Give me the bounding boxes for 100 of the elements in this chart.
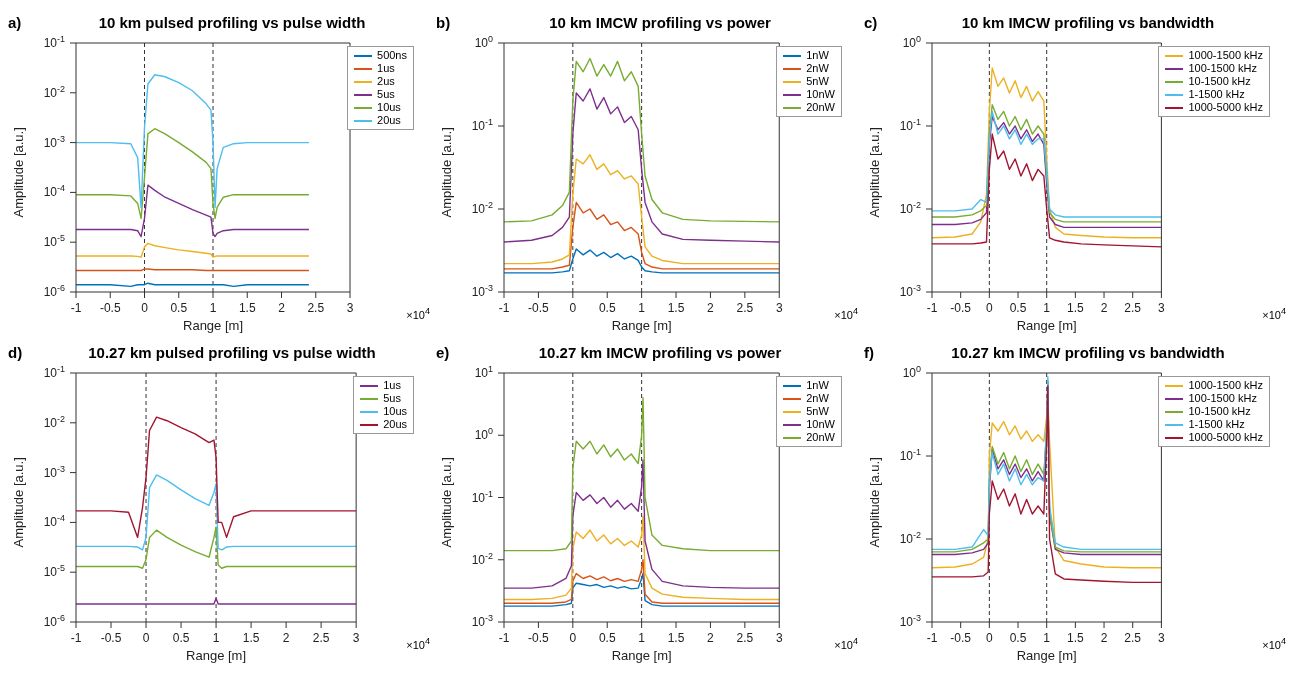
y-tick-label: 10$^{-3}$ xyxy=(471,283,493,299)
x-tick-label: 2 xyxy=(278,301,286,315)
line-series xyxy=(504,248,780,274)
x-axis-title: Range [m] xyxy=(611,648,672,663)
x-tick-label: -1 xyxy=(926,301,938,315)
line-series xyxy=(504,397,780,552)
text: ×10$^{4}$ xyxy=(406,306,430,321)
y-axis-title: Amplitude [a.u.] xyxy=(438,457,454,548)
y-tick-label: 10$^{-3}$ xyxy=(43,133,65,150)
text: e) xyxy=(436,343,451,361)
y-tick-label: 10$^{-2}$ xyxy=(43,83,65,100)
y-tick-label: 10$^{-3}$ xyxy=(43,463,65,480)
line-series xyxy=(504,201,780,270)
y-tick-label: 10$^{0}$ xyxy=(474,426,493,443)
x-tick-label: 1.5 xyxy=(238,301,256,315)
x-tick-label: 2.5 xyxy=(312,631,330,645)
line-series xyxy=(76,242,310,258)
text: b) xyxy=(436,13,452,31)
legend-label: 1000-1500 kHz xyxy=(1188,49,1263,62)
line-series xyxy=(504,515,780,601)
y-tick-label: 10$^{0}$ xyxy=(902,34,921,50)
line-series xyxy=(504,57,780,223)
x-axis-title: Range [m] xyxy=(611,318,672,333)
chart-title: 10 km pulsed profiling vs pulse width xyxy=(97,13,367,31)
legend-label: 5nW xyxy=(806,75,829,88)
y-tick-label: 10$^{-1}$ xyxy=(899,447,921,463)
text: ×10$^{4}$ xyxy=(834,636,858,651)
legend-label: 1000-1500 kHz xyxy=(1188,379,1263,392)
x-axis-title: Range [m] xyxy=(186,648,247,663)
y-tick-label: 10$^{-1}$ xyxy=(43,364,65,380)
legend-label: 1us xyxy=(377,62,395,75)
legend-label: 10us xyxy=(377,101,401,114)
x-tick-label: 3 xyxy=(1158,301,1166,315)
x-tick-label: 1 xyxy=(212,631,220,645)
x-tick-label: 1.5 xyxy=(667,301,685,315)
x-tick-label: 0 xyxy=(986,631,993,645)
legend-label: 5nW xyxy=(806,405,829,418)
x-tick-label: 0.5 xyxy=(598,631,616,645)
x-tick-label: 0.5 xyxy=(598,301,616,315)
legend-label: 1-1500 kHz xyxy=(1188,88,1245,101)
x-tick-label: -0.5 xyxy=(99,301,121,315)
y-tick-label: 10$^{-3}$ xyxy=(899,613,921,629)
legend-label: 1nW xyxy=(806,49,829,62)
x-tick-label: 1 xyxy=(1043,301,1051,315)
y-axis-title: Amplitude [a.u.] xyxy=(10,457,26,548)
legend-label: 100-1500 kHz xyxy=(1188,62,1257,75)
x-tick-label: -0.5 xyxy=(528,631,550,645)
text: ×10$^{4}$ xyxy=(834,306,858,321)
x-tick-label: 3 xyxy=(346,301,354,315)
y-tick-label: 10$^{-1}$ xyxy=(471,117,493,133)
x-tick-label: 0.5 xyxy=(1009,301,1027,315)
x-tick-label: 0 xyxy=(142,631,150,645)
x-tick-label: 0.5 xyxy=(170,301,188,315)
y-tick-label: 10$^{0}$ xyxy=(474,34,493,50)
y-tick-label: 10$^{-3}$ xyxy=(899,283,921,299)
legend-label: 20us xyxy=(383,418,407,431)
x-tick-label: 0 xyxy=(569,301,577,315)
x-tick-label: 2 xyxy=(282,631,290,645)
x-tick-label: 1.5 xyxy=(667,631,685,645)
y-tick-label: 10$^{-2}$ xyxy=(43,413,65,430)
y-axis-title: Amplitude [a.u.] xyxy=(10,127,26,218)
line-series xyxy=(76,526,357,569)
x-tick-label: 1 xyxy=(209,301,217,315)
legend-label: 5us xyxy=(377,88,395,101)
legend-label: 10nW xyxy=(806,88,835,101)
x-tick-label: 0 xyxy=(986,301,993,315)
x-tick-label: -1 xyxy=(70,301,82,315)
legend-label: 20nW xyxy=(806,101,835,114)
y-tick-label: 10$^{-1}$ xyxy=(471,488,493,505)
y-tick-label: 10$^{-2}$ xyxy=(899,200,921,216)
x-tick-label: 0.5 xyxy=(172,631,190,645)
y-tick-label: 10$^{-6}$ xyxy=(43,613,65,629)
y-tick-label: 10$^{-5}$ xyxy=(43,233,65,250)
chart-title: 10 km IMCW profiling vs power xyxy=(548,13,772,31)
x-tick-label: -0.5 xyxy=(100,631,122,645)
y-tick-label: 10$^{-6}$ xyxy=(43,283,65,299)
x-tick-label: 2.5 xyxy=(736,301,754,315)
x-tick-label: 3 xyxy=(352,631,360,645)
legend-label: 10nW xyxy=(806,418,835,431)
y-axis-title: Amplitude [a.u.] xyxy=(866,457,882,548)
line-series xyxy=(504,459,780,589)
x-tick-label: 2 xyxy=(1100,631,1108,645)
line-series xyxy=(76,74,310,209)
y-tick-label: 10$^{-5}$ xyxy=(43,563,65,580)
x-tick-label: -1 xyxy=(926,631,938,645)
x-tick-label: -0.5 xyxy=(950,301,972,315)
legend-label: 100-1500 kHz xyxy=(1188,392,1257,405)
x-tick-label: 0 xyxy=(569,631,577,645)
legend-label: 2nW xyxy=(806,62,829,75)
y-tick-label: 10$^{-4}$ xyxy=(43,183,65,200)
x-tick-label: 1 xyxy=(638,301,646,315)
line-series xyxy=(504,572,780,607)
x-tick-label: -0.5 xyxy=(528,301,550,315)
text: ×10$^{4}$ xyxy=(1262,636,1286,651)
chart-title: 10.27 km pulsed profiling vs pulse width xyxy=(87,343,377,361)
x-tick-label: -1 xyxy=(498,301,510,315)
y-tick-label: 10$^{0}$ xyxy=(902,364,921,380)
x-tick-label: 0 xyxy=(141,301,149,315)
legend-label: 500ns xyxy=(377,49,407,62)
line-series xyxy=(932,133,1162,248)
